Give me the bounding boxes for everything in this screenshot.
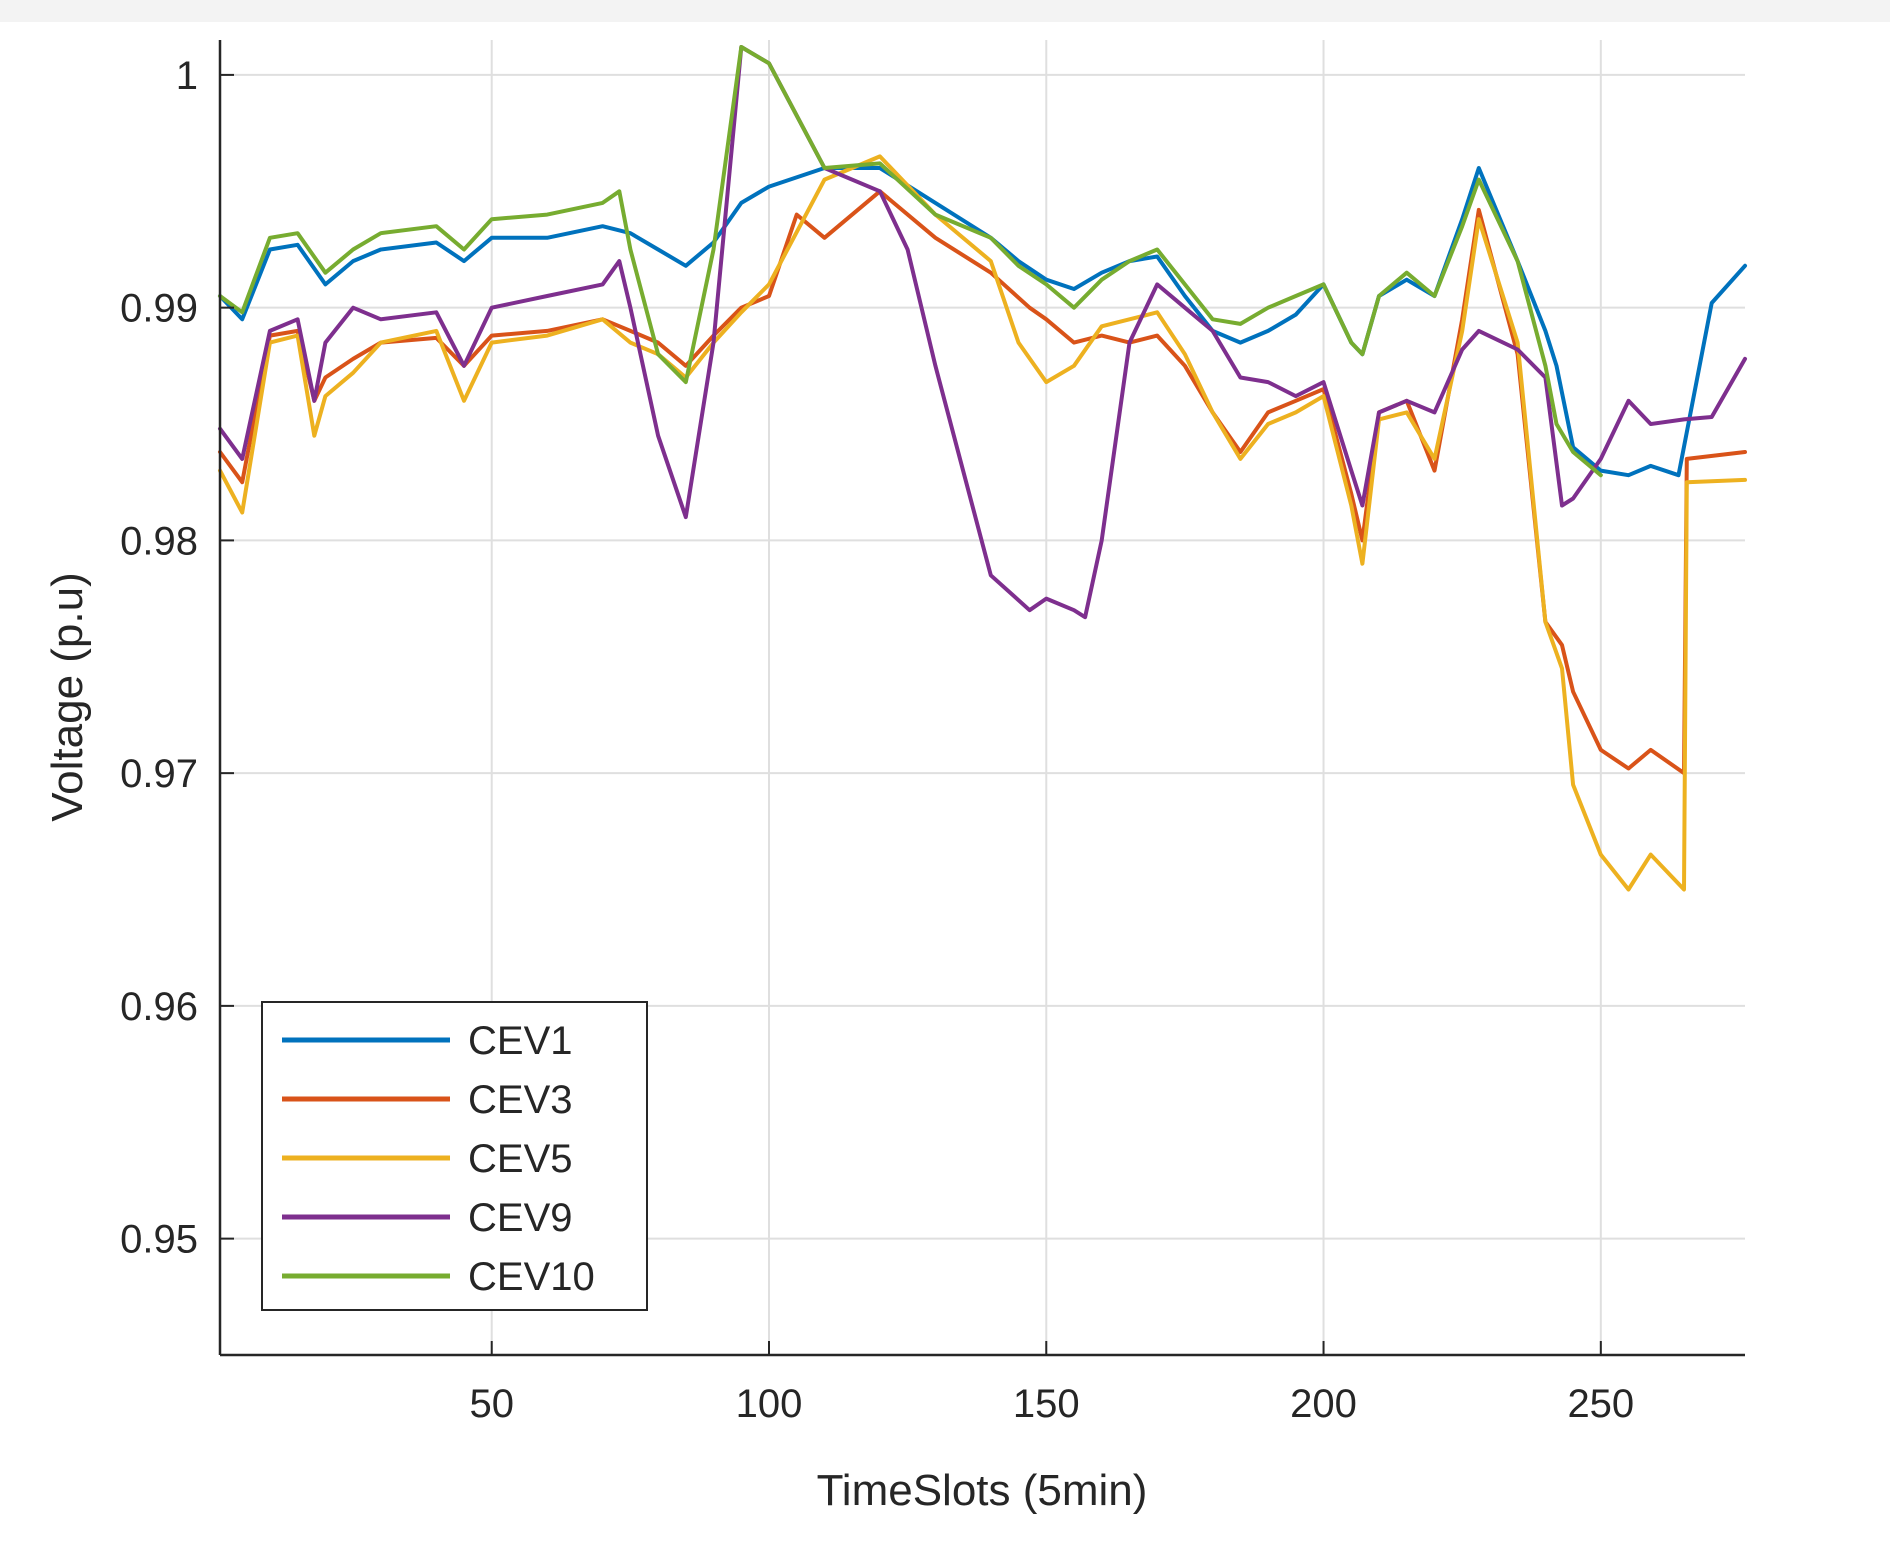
- series-line-cev5: [218, 154, 1747, 892]
- y-tick-label: 1: [176, 54, 198, 98]
- series-line-cev1: [218, 166, 1747, 478]
- y-tick-label: 0.98: [120, 519, 198, 563]
- series-line-cev9: [218, 45, 1747, 620]
- y-tick-label: 0.97: [120, 752, 198, 796]
- series-line-cev10: [218, 45, 1603, 478]
- x-tick-label: 50: [469, 1382, 514, 1426]
- y-tick-label: 0.95: [120, 1218, 198, 1262]
- x-axis-title: TimeSlots (5min): [817, 1466, 1148, 1515]
- top-banner: [0, 0, 1890, 22]
- tick-labels: 50 100 150 200 250 0.95 0.96 0.97 0.98 0.99 1: [120, 54, 1634, 1426]
- x-tick-label: 150: [1013, 1382, 1080, 1426]
- legend-label-cev5: CEV5: [468, 1137, 573, 1181]
- grid-lines: [220, 40, 1745, 1355]
- y-axis-title: Voltage (p.u): [43, 572, 92, 822]
- y-tick-label: 0.96: [120, 985, 198, 1029]
- legend: CEV1 CEV3 CEV5 CEV9 CEV10: [261, 1001, 648, 1311]
- x-tick-label: 250: [1567, 1382, 1634, 1426]
- x-tick-label: 100: [736, 1382, 803, 1426]
- x-tick-label: 200: [1290, 1382, 1357, 1426]
- plot-lines: [218, 45, 1747, 892]
- y-tick-label: 0.99: [120, 287, 198, 331]
- legend-label-cev9: CEV9: [468, 1196, 573, 1240]
- legend-label-cev1: CEV1: [468, 1019, 573, 1063]
- legend-label-cev3: CEV3: [468, 1078, 573, 1122]
- axes: [218, 40, 1745, 1357]
- legend-label-cev10: CEV10: [468, 1255, 595, 1299]
